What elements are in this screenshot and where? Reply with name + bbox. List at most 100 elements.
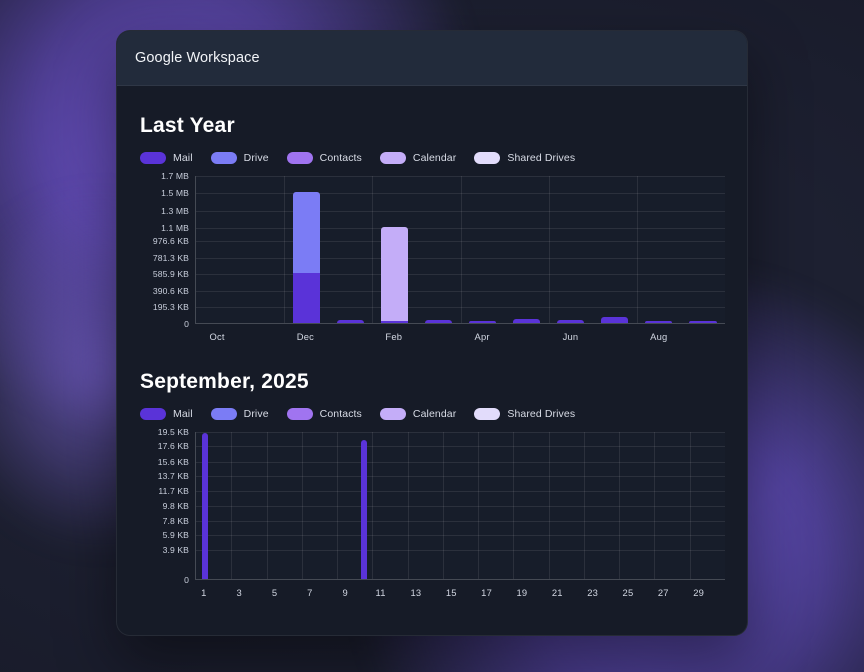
y-axis-tick-label: 1.7 MB <box>161 171 189 181</box>
x-axis-tick-spacer <box>239 331 283 342</box>
x-axis-tick-spacer <box>637 587 655 598</box>
legend-item-calendar[interactable]: Calendar <box>379 152 456 164</box>
bar-segment-mail[interactable] <box>292 273 320 323</box>
x-axis-tick-label: Oct <box>209 331 225 342</box>
bar-layer <box>196 432 725 579</box>
vertical-gridline <box>372 176 374 323</box>
bar-slot[interactable] <box>337 432 355 579</box>
bar-slot[interactable] <box>408 432 426 579</box>
bar-slot[interactable] <box>496 432 514 579</box>
bar-slot[interactable] <box>655 432 673 579</box>
y-axis-tick-label: 15.6 KB <box>157 456 189 467</box>
bar-slot[interactable] <box>531 432 549 579</box>
x-axis-tick-spacer <box>593 331 637 342</box>
legend-item-drive[interactable]: Drive <box>210 152 269 164</box>
bar-stack[interactable] <box>201 433 208 579</box>
bar-segment-mail[interactable] <box>645 321 673 323</box>
bar-segment-drive[interactable] <box>292 192 320 274</box>
bar-stack[interactable] <box>292 192 320 323</box>
bar-slot[interactable] <box>372 176 416 323</box>
bar-slot[interactable] <box>602 432 620 579</box>
bar-slot[interactable] <box>566 432 584 579</box>
legend-item-shared-drives[interactable]: Shared Drives <box>474 408 575 420</box>
bar-stack[interactable] <box>601 317 629 323</box>
vertical-gridline <box>619 432 621 579</box>
bar-slot[interactable] <box>372 432 390 579</box>
legend-item-shared-drives[interactable]: Shared Drives <box>474 152 575 164</box>
bar-stack[interactable] <box>512 318 541 323</box>
bar-segment-mail[interactable] <box>557 319 585 323</box>
bar-slot[interactable] <box>672 432 690 579</box>
bar-stack[interactable] <box>380 227 409 323</box>
bar-slot[interactable] <box>319 432 337 579</box>
bar-slot[interactable] <box>460 176 504 323</box>
bar-segment-mail[interactable] <box>380 320 409 323</box>
bar-slot[interactable] <box>240 176 284 323</box>
legend-item-mail[interactable]: Mail <box>140 152 193 164</box>
legend-item-contacts[interactable]: Contacts <box>286 408 362 420</box>
bar-stack[interactable] <box>360 440 367 579</box>
legend-item-contacts[interactable]: Contacts <box>286 152 362 164</box>
bar-slot[interactable] <box>196 176 240 323</box>
bar-slot[interactable] <box>478 432 496 579</box>
bar-slot[interactable] <box>328 176 372 323</box>
bar-slot[interactable] <box>708 432 726 579</box>
bar-segment-mail[interactable] <box>512 318 541 323</box>
bar-segment-mail[interactable] <box>689 320 717 323</box>
bar-segment-mail[interactable] <box>201 433 208 579</box>
bar-slot[interactable] <box>214 432 232 579</box>
horizontal-gridline <box>196 257 725 259</box>
bar-slot[interactable] <box>249 432 267 579</box>
bar-segment-mail[interactable] <box>468 321 497 323</box>
legend-item-calendar[interactable]: Calendar <box>379 408 456 420</box>
legend-item-drive[interactable]: Drive <box>210 408 269 420</box>
bar-slot[interactable] <box>593 176 637 323</box>
bar-slot[interactable] <box>681 176 725 323</box>
bar-slot[interactable] <box>549 432 567 579</box>
x-axis-tick-label: 27 <box>657 587 669 598</box>
bar-slot[interactable] <box>267 432 285 579</box>
bar-slot[interactable] <box>425 432 443 579</box>
x-axis-tick-spacer <box>504 331 548 342</box>
legend-label: Drive <box>243 408 269 420</box>
bar-slot[interactable] <box>549 176 593 323</box>
bar-stack[interactable] <box>557 319 585 323</box>
bar-slot[interactable] <box>637 432 655 579</box>
bar-slot[interactable] <box>284 432 302 579</box>
bar-stack[interactable] <box>424 319 453 323</box>
bar-slot[interactable] <box>302 432 320 579</box>
x-axis-tick-spacer <box>531 587 549 598</box>
legend-swatch-icon <box>286 152 313 164</box>
bar-segment-mail[interactable] <box>336 320 364 323</box>
bar-slot[interactable] <box>231 432 249 579</box>
legend-item-mail[interactable]: Mail <box>140 408 193 420</box>
bar-slot[interactable] <box>514 432 532 579</box>
bar-segment-mail[interactable] <box>424 319 453 323</box>
bar-stack[interactable] <box>468 321 497 323</box>
bar-stack[interactable] <box>689 320 717 323</box>
bar-slot[interactable] <box>390 432 408 579</box>
bar-slot[interactable] <box>637 176 681 323</box>
bar-segment-mail[interactable] <box>601 317 629 323</box>
bar-segment-calendar[interactable] <box>380 227 409 321</box>
bar-slot[interactable] <box>619 432 637 579</box>
bar-segment-mail[interactable] <box>360 440 367 579</box>
x-axis-tick-spacer <box>672 587 690 598</box>
bar-slot[interactable] <box>355 432 373 579</box>
vertical-gridline <box>478 432 480 579</box>
bar-slot[interactable] <box>284 176 328 323</box>
bar-slot[interactable] <box>690 432 708 579</box>
bar-slot[interactable] <box>461 432 479 579</box>
x-axis-tick-spacer <box>601 587 619 598</box>
bar-slot[interactable] <box>443 432 461 579</box>
bar-slot[interactable] <box>584 432 602 579</box>
y-axis-tick-label: 0 <box>184 575 189 585</box>
bar-slot[interactable] <box>196 432 214 579</box>
x-axis-tick-label: 25 <box>622 587 634 598</box>
x-axis-tick-label: Feb <box>385 331 403 342</box>
bar-stack[interactable] <box>645 321 673 323</box>
bar-slot[interactable] <box>505 176 549 323</box>
bar-slot[interactable] <box>416 176 460 323</box>
bar-stack[interactable] <box>336 320 364 323</box>
x-axis-tick-label: 23 <box>587 587 599 598</box>
